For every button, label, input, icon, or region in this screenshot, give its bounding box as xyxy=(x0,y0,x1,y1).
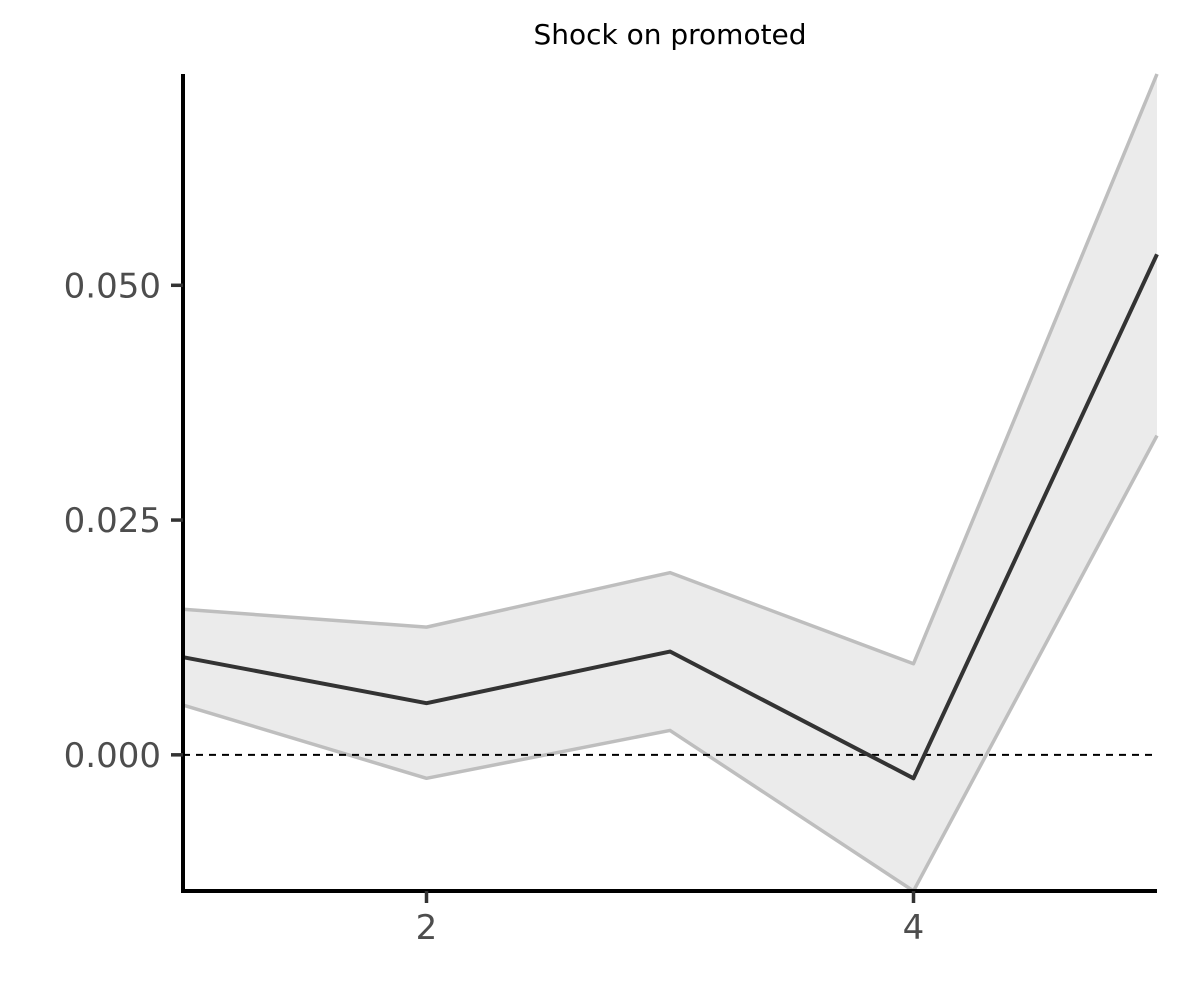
upper-bound-line xyxy=(182,73,1159,666)
y-tick-label: 0.025 xyxy=(64,501,161,541)
y-tick-label: 0.000 xyxy=(64,736,161,776)
x-tick-label: 4 xyxy=(903,908,925,948)
chart-title: Shock on promoted xyxy=(533,18,806,51)
series-line-0 xyxy=(182,253,1159,781)
series-line-layer xyxy=(182,253,1159,781)
y-tick-label: 0.050 xyxy=(64,266,161,306)
confidence-band-area xyxy=(183,74,1157,891)
ticks-layer: 0.000 0.025 0.050 2 4 xyxy=(64,266,925,948)
confidence-band-layer xyxy=(182,73,1159,893)
x-tick-label: 2 xyxy=(416,908,438,948)
